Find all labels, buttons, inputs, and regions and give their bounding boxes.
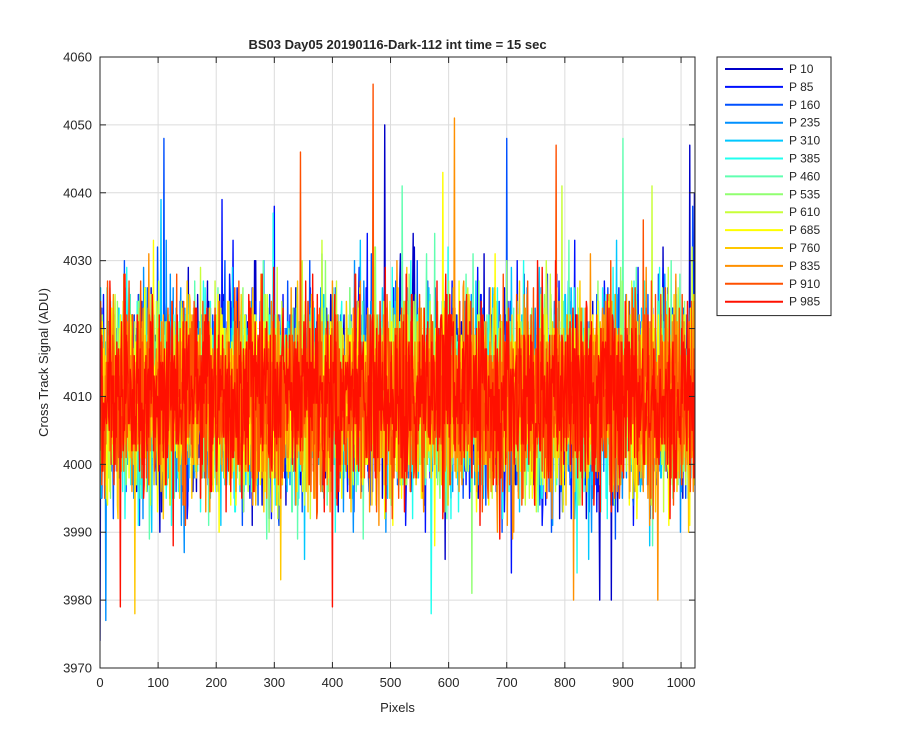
x-tick-label: 600 xyxy=(438,675,460,690)
x-tick-label: 0 xyxy=(96,675,103,690)
legend-entry-label: P 10 xyxy=(789,62,814,76)
y-axis-label: Cross Track Signal (ADU) xyxy=(36,288,51,437)
legend: P 10 P 85 P 160 P 235 P 310 P 385 P 460 P 535 P … xyxy=(716,56,832,317)
series-layer xyxy=(100,83,695,641)
legend-entry-label: P 160 xyxy=(789,98,820,112)
x-tick-label: 200 xyxy=(205,675,227,690)
legend-entry-label: P 85 xyxy=(789,80,814,94)
legend-entry-label: P 235 xyxy=(789,116,820,130)
y-tick-label: 4000 xyxy=(63,457,92,472)
series-line-p-985 xyxy=(100,259,695,608)
legend-entry-label: P 685 xyxy=(789,223,820,237)
y-axis-ticks: 3970 3980 3990 4000 4010 4020 4030 4040 4050 4060 xyxy=(63,50,695,676)
legend-box xyxy=(716,56,832,317)
legend-entry-label: P 460 xyxy=(789,169,820,183)
y-tick-label: 3990 xyxy=(63,525,92,540)
x-tick-label: 400 xyxy=(322,675,344,690)
legend-entry-label: P 385 xyxy=(789,152,820,166)
x-tick-label: 300 xyxy=(263,675,285,690)
x-tick-label: 700 xyxy=(496,675,518,690)
legend-entry-label: P 760 xyxy=(789,241,820,255)
legend-entry-label: P 985 xyxy=(789,295,820,309)
x-axis-label: Pixels xyxy=(380,700,415,715)
x-axis-ticks: 0 100 200 300 400 500 600 700 800 900 1000 xyxy=(96,57,696,690)
x-tick-label: 800 xyxy=(554,675,576,690)
plot-frame xyxy=(99,56,696,669)
y-tick-label: 4010 xyxy=(63,389,92,404)
y-tick-label: 3970 xyxy=(63,661,92,676)
y-tick-label: 4040 xyxy=(63,185,92,200)
plot-clip-group xyxy=(100,83,695,641)
y-tick-label: 4030 xyxy=(63,253,92,268)
legend-entry-label: P 535 xyxy=(789,187,820,201)
chart-title: BS03 Day05 20190116-Dark-112 int time = … xyxy=(248,37,546,52)
legend-entry-label: P 310 xyxy=(789,134,820,148)
legend-entry-label: P 610 xyxy=(789,205,820,219)
legend-entry-label: P 910 xyxy=(789,277,820,291)
x-tick-label: 900 xyxy=(612,675,634,690)
y-tick-label: 4020 xyxy=(63,321,92,336)
y-tick-label: 4050 xyxy=(63,117,92,132)
x-tick-label: 1000 xyxy=(667,675,696,690)
legend-entry-label: P 835 xyxy=(789,259,820,273)
x-tick-label: 500 xyxy=(380,675,402,690)
y-tick-label: 4060 xyxy=(63,50,92,65)
x-tick-label: 100 xyxy=(147,675,169,690)
y-tick-label: 3980 xyxy=(63,593,92,608)
